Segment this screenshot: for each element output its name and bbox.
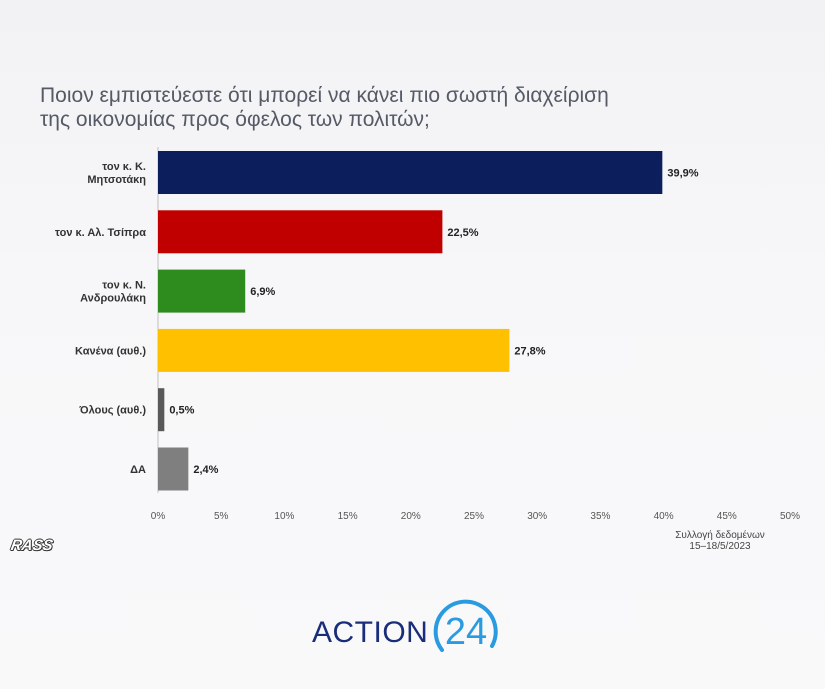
brand-text: ACTION	[312, 616, 429, 649]
value-label-4: 0,5%	[169, 405, 194, 417]
source-note: Συλλογή δεδομένων 15–18/5/2023	[640, 530, 800, 552]
category-label-0-line-1: Μητσοτάκη	[87, 174, 146, 186]
bar-1	[158, 210, 443, 254]
chart-title-line-1: Ποιον εμπιστεύεστε ότι μπορεί να κάνει π…	[40, 84, 609, 107]
x-tick-label-5: 25%	[464, 511, 484, 522]
category-label-0-line-0: τον κ. Κ.	[102, 161, 146, 173]
category-label-3: Κανένα (αυθ.)	[75, 345, 146, 357]
action24-logo: ACTION 24	[312, 599, 506, 658]
bar-3	[158, 328, 510, 372]
chart-title: Ποιον εμπιστεύεστε ότι μπορεί να κάνει π…	[40, 84, 700, 132]
category-label-2-line-1: Ανδρουλάκη	[80, 293, 146, 305]
brand-24-mark: 24	[434, 599, 498, 653]
value-label-0: 39,9%	[667, 168, 698, 180]
category-label-1: τον κ. Αλ. Τσίπρα	[55, 227, 146, 239]
chart-title-line-2: της οικονομίας προς όφελος των πολιτών;	[40, 108, 430, 131]
x-tick-label-1: 5%	[214, 511, 229, 522]
x-tick-label-9: 45%	[717, 511, 737, 522]
value-label-1: 22,5%	[447, 227, 478, 239]
category-label-2-line-0: τον κ. Ν.	[102, 280, 146, 292]
x-tick-label-2: 10%	[274, 511, 294, 522]
value-label-2: 6,9%	[250, 286, 275, 298]
source-note-line-2: 15–18/5/2023	[689, 541, 751, 552]
bar-4	[158, 388, 165, 432]
brand-number: 24	[445, 611, 487, 653]
source-note-line-1: Συλλογή δεδομένων	[675, 530, 765, 541]
category-label-5: ΔΑ	[130, 464, 146, 476]
x-tick-label-8: 40%	[654, 511, 674, 522]
x-tick-label-6: 30%	[527, 511, 547, 522]
x-tick-label-0: 0%	[151, 511, 166, 522]
value-label-5: 2,4%	[193, 464, 218, 476]
bar-5	[158, 447, 189, 491]
rass-logo: RASS	[9, 537, 55, 554]
x-tick-label-7: 35%	[590, 511, 610, 522]
bar-2	[158, 269, 246, 313]
x-tick-label-4: 20%	[401, 511, 421, 522]
x-tick-label-3: 15%	[338, 511, 358, 522]
category-label-4: Όλους (αυθ.)	[79, 405, 147, 417]
x-tick-label-10: 50%	[780, 511, 800, 522]
value-label-3: 27,8%	[514, 345, 545, 357]
brand-ring-icon	[434, 599, 498, 652]
bar-0	[158, 151, 663, 194]
